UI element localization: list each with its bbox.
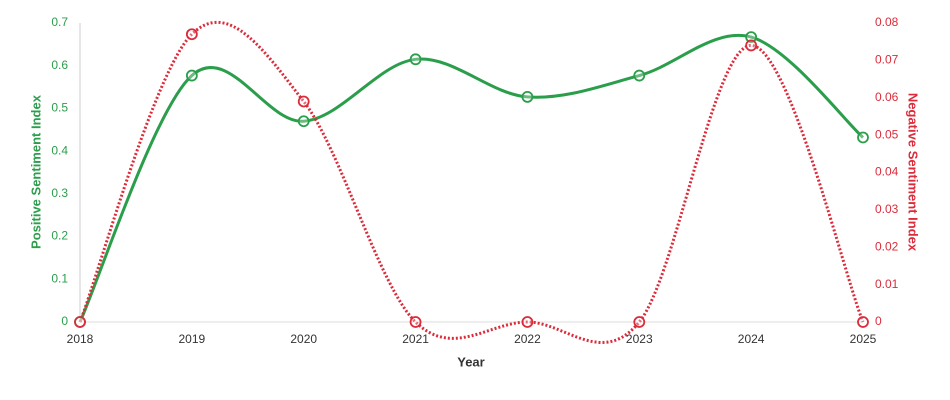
data-point [74,316,86,328]
data-point [297,95,310,108]
y2-axis-title: Negative Sentiment Index [906,93,921,252]
y-tick-label: 0.4 [51,143,68,157]
data-point [409,53,422,66]
x-tick-label: 2018 [67,332,94,346]
y-tick-label: 0.7 [51,15,68,29]
data-point [185,69,198,82]
x-tick-label: 2023 [626,332,653,346]
x-tick-label: 2020 [290,332,317,346]
y2-tick-label: 0.04 [875,165,899,179]
x-tick-label: 2025 [850,332,877,346]
x-tick-label: 2019 [179,332,206,346]
data-point [857,131,869,144]
x-axis-title: Year [457,354,484,369]
y2-tick-label: 0.01 [875,277,899,291]
y2-tick-label: 0.06 [875,90,899,104]
y2-tick-label: 0 [875,314,882,328]
x-tick-label: 2024 [738,332,765,346]
data-point [297,115,310,128]
data-point [745,31,758,43]
data-point [633,316,646,328]
data-point [521,316,534,328]
data-point [633,69,646,82]
series-line [78,33,865,323]
y2-tick-label: 0.03 [875,202,899,216]
data-point [857,316,869,328]
y-tick-label: 0.5 [51,101,68,115]
data-point [185,28,198,41]
data-point [521,90,534,103]
x-tick-label: 2022 [514,332,541,346]
y2-tick-label: 0.02 [875,239,899,253]
y-tick-label: 0 [61,314,68,328]
data-point [409,316,422,328]
y-axis-title: Positive Sentiment Index [28,94,43,249]
y2-tick-label: 0.05 [875,127,899,141]
y-tick-label: 0.3 [51,186,68,200]
y-tick-label: 0.1 [51,271,68,285]
x-tick-label: 2021 [402,332,429,346]
data-point [745,39,758,52]
y-tick-label: 0.2 [51,229,68,243]
y2-tick-label: 0.08 [875,15,899,29]
y2-tick-label: 0.07 [875,53,899,67]
y-tick-label: 0.6 [51,58,68,72]
